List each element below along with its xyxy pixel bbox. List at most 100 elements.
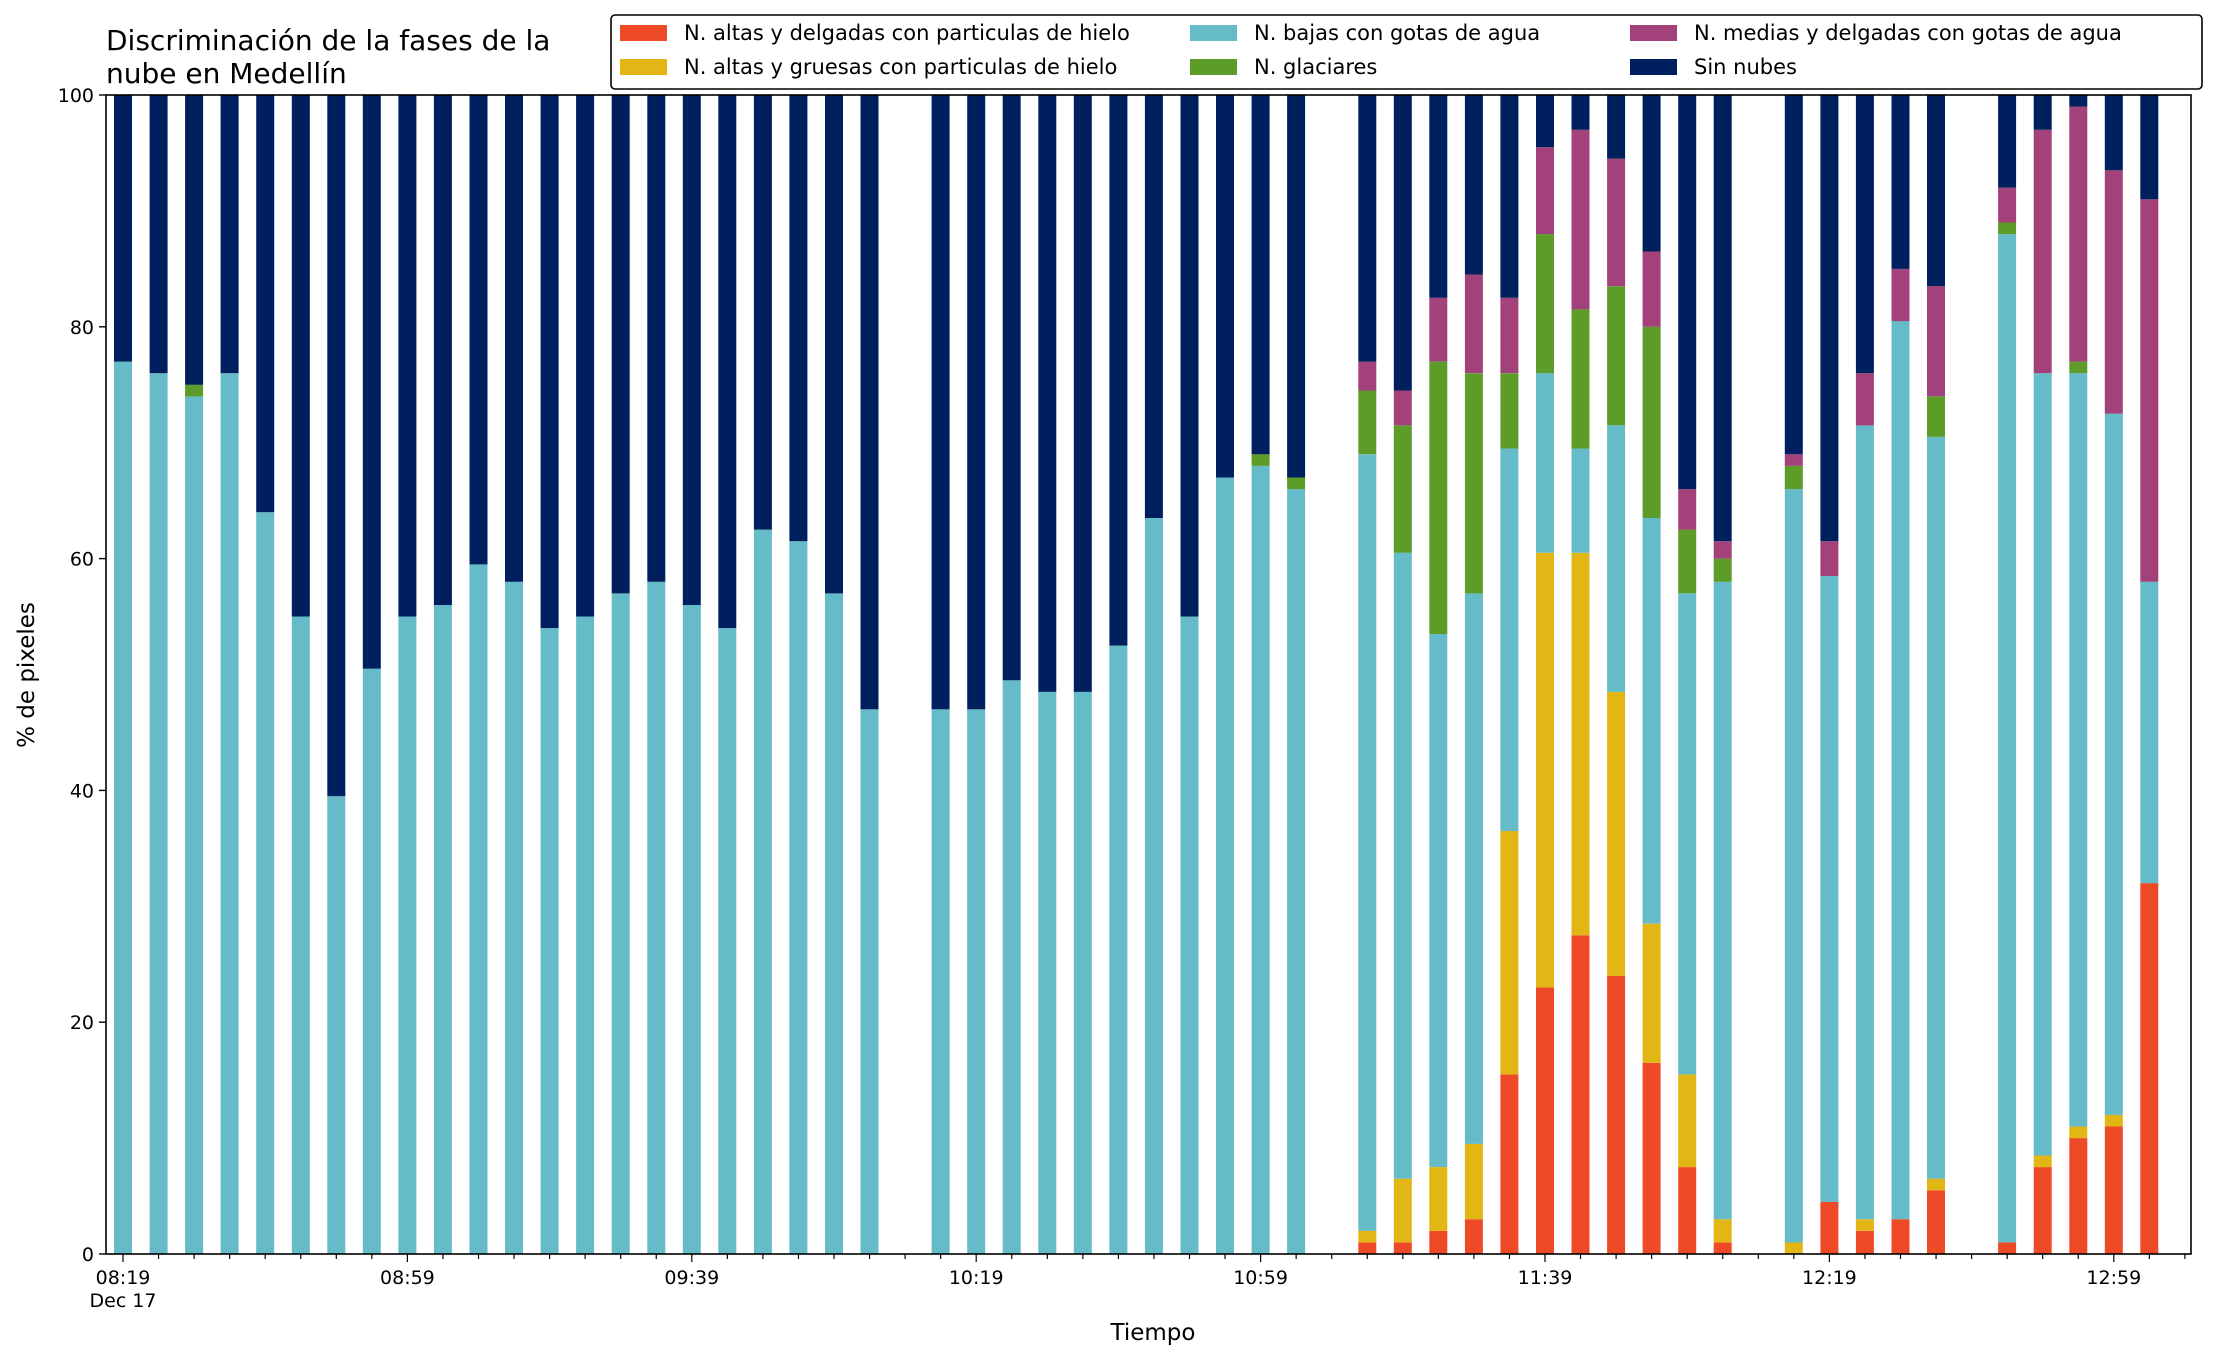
bar-segment	[362, 95, 381, 669]
bar-segment	[1855, 1219, 1874, 1231]
bar-stack	[1642, 95, 1661, 1254]
bar-segment	[576, 95, 595, 617]
bar-segment	[1358, 454, 1377, 1231]
bar-segment	[1998, 234, 2017, 1243]
bar-segment	[1073, 691, 1092, 1254]
bar-segment	[860, 95, 879, 710]
bar-segment	[1429, 361, 1448, 634]
bar-segment	[1784, 95, 1803, 455]
bar-segment	[1607, 691, 1626, 976]
bar-stack	[1109, 95, 1128, 1254]
bar-segment	[1180, 95, 1199, 617]
bar-segment	[505, 581, 523, 1254]
bar-stack	[469, 95, 488, 1254]
bar-segment	[1642, 251, 1661, 327]
bar-segment	[789, 95, 808, 542]
bar-segment	[1216, 95, 1234, 478]
bar-segment	[1500, 95, 1519, 298]
legend-swatch	[620, 25, 667, 41]
bar-stack	[433, 95, 452, 1254]
bar-segment	[433, 605, 452, 1254]
plot-frame	[105, 94, 2192, 1255]
x-tick-label: 08:19	[96, 1267, 151, 1289]
bar-segment	[1571, 309, 1590, 449]
bar-segment	[1500, 448, 1519, 831]
x-tick-label: 12:19	[1802, 1267, 1857, 1289]
bar-segment	[1607, 425, 1626, 692]
bar-segment	[1678, 529, 1697, 594]
bar-segment	[505, 95, 523, 582]
bar-segment	[1891, 321, 1910, 1220]
bar-stack	[825, 95, 843, 1254]
bar-stack	[220, 95, 239, 1254]
bar-segment	[114, 95, 132, 362]
bar-segment	[149, 373, 168, 1254]
y-tick-label: 80	[70, 317, 94, 339]
x-tick-label: 10:19	[949, 1267, 1004, 1289]
y-axis-label: % de pixeles	[14, 602, 40, 748]
bar-segment	[1251, 465, 1270, 1254]
bar-segment	[1855, 95, 1874, 374]
bar-stack	[576, 95, 595, 1254]
bar-segment	[1855, 373, 1874, 426]
bar-segment	[1536, 987, 1554, 1254]
bar-segment	[1713, 581, 1732, 1220]
legend-swatch	[1190, 59, 1237, 75]
bar-segment	[2033, 1167, 2052, 1254]
y-tick-label: 0	[82, 1244, 94, 1266]
bar-segment	[185, 396, 204, 1254]
legend-swatch	[1630, 25, 1677, 41]
bar-segment	[789, 541, 808, 1254]
bar-segment	[2069, 106, 2088, 362]
bar-segment	[2140, 581, 2159, 884]
legend-label: N. altas y gruesas con particulas de hie…	[684, 55, 1117, 79]
bar-segment	[1216, 477, 1234, 1254]
x-tick-label: 12:59	[2086, 1267, 2141, 1289]
bar-segment	[1820, 576, 1839, 1202]
x-axis-label: Tiempo	[1110, 1320, 1196, 1346]
bar-segment	[2069, 1138, 2088, 1254]
bar-segment	[1678, 95, 1697, 490]
bar-segment	[1536, 95, 1554, 148]
bar-stack	[185, 95, 204, 1254]
bar-segment	[1393, 1242, 1412, 1254]
bar-segment	[2140, 199, 2159, 582]
bar-segment	[1464, 1143, 1483, 1220]
bar-segment	[1927, 286, 1945, 397]
bar-stack	[1358, 95, 1377, 1254]
bar-stack	[1287, 95, 1306, 1255]
bar-segment	[1429, 95, 1448, 298]
bar-stack	[1678, 95, 1697, 1254]
bar-segment	[1927, 95, 1945, 287]
bar-segment	[1287, 95, 1306, 478]
bar-segment	[753, 95, 772, 530]
bar-segment	[1642, 326, 1661, 518]
bar-segment	[1642, 518, 1661, 924]
bar-segment	[2069, 95, 2088, 107]
bar-segment	[1607, 158, 1626, 287]
bar-stack	[753, 95, 772, 1254]
bar-segment	[2104, 1126, 2123, 1254]
bar-stack	[1464, 95, 1483, 1254]
bar-stack	[682, 95, 701, 1254]
bar-segment	[1429, 1230, 1448, 1254]
bar-segment	[1500, 297, 1519, 374]
bar-stack	[1713, 95, 1732, 1254]
legend-label: N. bajas con gotas de agua	[1254, 21, 1540, 45]
bar-segment	[2104, 413, 2123, 1115]
bar-segment	[1571, 95, 1590, 130]
bar-stack	[1144, 95, 1163, 1254]
bar-stack	[1927, 95, 1945, 1254]
bar-segment	[220, 373, 239, 1254]
bar-segment	[1109, 95, 1128, 646]
x-tick-label: 08:59	[380, 1267, 435, 1289]
bar-segment	[1464, 95, 1483, 275]
bar-segment	[1998, 95, 2017, 188]
bar-stack	[1429, 95, 1448, 1254]
bar-segment	[220, 95, 239, 374]
bar-segment	[1678, 1074, 1697, 1168]
bar-segment	[1144, 518, 1163, 1254]
bar-segment	[1393, 95, 1412, 391]
bar-segment	[967, 95, 986, 710]
